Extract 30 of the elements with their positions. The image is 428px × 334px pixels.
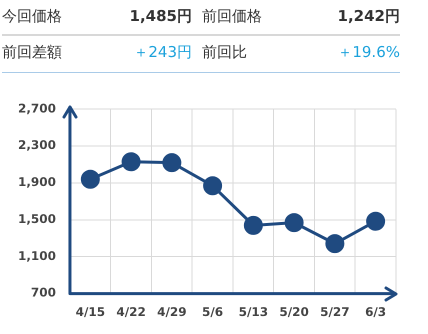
text: 前回差額	[2, 36, 94, 73]
y-tick-label: 700	[30, 286, 56, 300]
point	[284, 213, 304, 232]
x-tick-label: 4/22	[116, 304, 146, 319]
point	[80, 170, 100, 189]
text: 1,485円	[94, 0, 192, 36]
point	[203, 176, 222, 196]
y-tick-label: 2,700	[18, 101, 56, 116]
text: ＋19.6%	[304, 36, 400, 73]
x-tick-label: 5/20	[279, 304, 309, 319]
text: 前回価格	[192, 0, 304, 36]
x-tick-label: 5/27	[320, 304, 350, 319]
point	[325, 234, 344, 254]
y-tick-label: 1,900	[18, 175, 56, 190]
text: 今回価格	[2, 0, 94, 36]
x-tick-label: 4/29	[157, 304, 187, 319]
point	[122, 152, 141, 172]
point	[162, 153, 182, 172]
x-tick-label: 4/15	[76, 304, 106, 319]
x-tick-label: 5/6	[202, 304, 224, 319]
x-tick-label: 6/3	[365, 304, 386, 319]
x-tick-label: 5/13	[238, 304, 268, 319]
point	[366, 212, 386, 231]
point	[244, 216, 263, 235]
y-tick-label: 2,300	[18, 138, 56, 152]
text: 1,242円	[304, 0, 400, 36]
y-tick-label: 1,500	[18, 212, 56, 226]
text: ＋243円	[94, 36, 192, 73]
text: 前回比	[192, 36, 304, 73]
y-tick-label: 1,100	[18, 248, 56, 263]
